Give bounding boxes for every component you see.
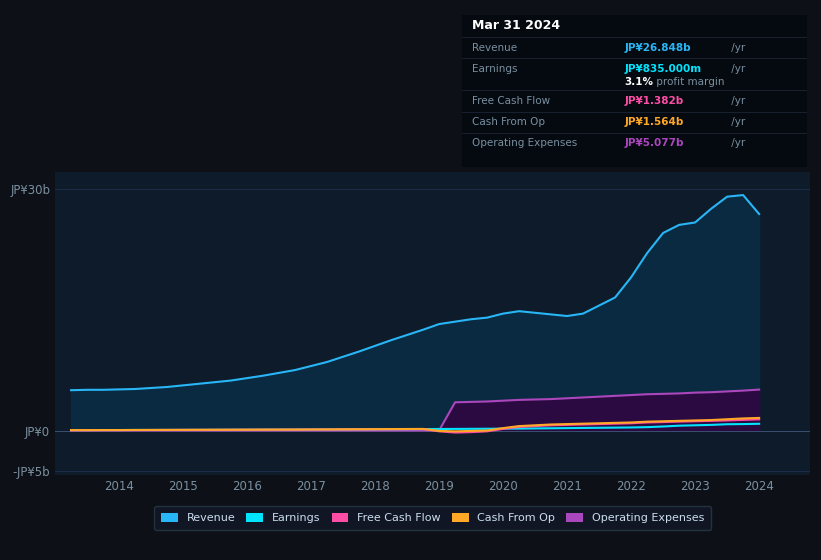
Text: /yr: /yr	[727, 117, 745, 127]
Text: JP¥1.564b: JP¥1.564b	[624, 117, 684, 127]
Text: JP¥26.848b: JP¥26.848b	[624, 43, 690, 53]
Text: JP¥1.382b: JP¥1.382b	[624, 96, 683, 106]
Text: profit margin: profit margin	[654, 77, 725, 87]
Text: /yr: /yr	[727, 138, 745, 148]
Text: /yr: /yr	[727, 43, 745, 53]
Legend: Revenue, Earnings, Free Cash Flow, Cash From Op, Operating Expenses: Revenue, Earnings, Free Cash Flow, Cash …	[154, 506, 711, 530]
Text: 3.1%: 3.1%	[624, 77, 654, 87]
Text: /yr: /yr	[727, 96, 745, 106]
Text: /yr: /yr	[727, 64, 745, 74]
Text: Operating Expenses: Operating Expenses	[472, 138, 578, 148]
Text: JP¥5.077b: JP¥5.077b	[624, 138, 684, 148]
Text: JP¥835.000m: JP¥835.000m	[624, 64, 701, 74]
Text: Earnings: Earnings	[472, 64, 518, 74]
Text: Free Cash Flow: Free Cash Flow	[472, 96, 550, 106]
Text: Revenue: Revenue	[472, 43, 517, 53]
Text: Mar 31 2024: Mar 31 2024	[472, 20, 561, 32]
Text: Cash From Op: Cash From Op	[472, 117, 545, 127]
